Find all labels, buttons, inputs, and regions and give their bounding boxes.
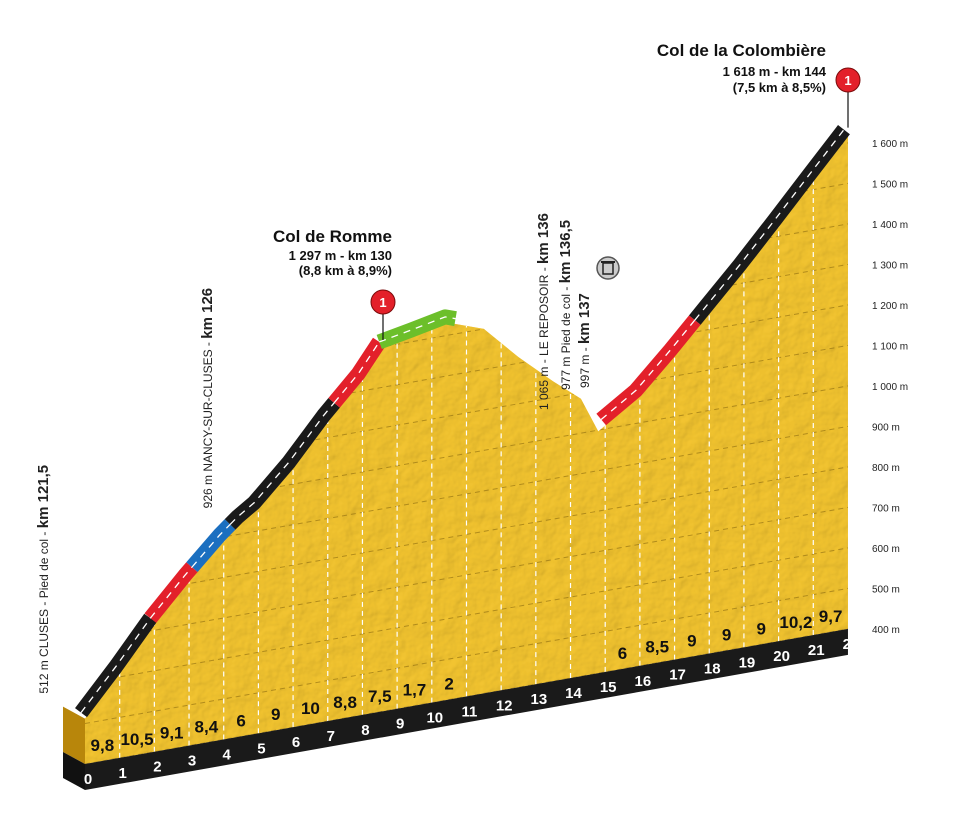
gradient-label: 10,5 — [120, 730, 153, 749]
road-dash-2 — [191, 523, 231, 568]
x-tick-label: 4 — [223, 746, 232, 763]
y-tick-label: 900 m — [872, 422, 900, 433]
x-tick-label: 6 — [292, 734, 300, 751]
y-tick-label: 800 m — [872, 463, 900, 474]
x-tick-label: 2 — [153, 759, 161, 776]
trash-bin-icon — [596, 256, 620, 280]
x-tick-label: 14 — [565, 685, 582, 702]
gradient-label: 9 — [757, 619, 766, 638]
x-tick-label: 20 — [773, 648, 790, 665]
pin-category: 1 — [844, 73, 851, 88]
x-tick-label: 7 — [327, 728, 335, 745]
y-tick-label: 500 m — [872, 584, 900, 595]
x-tick-label: 0 — [84, 771, 92, 788]
summit-stats: (8,8 km à 8,9%) — [299, 263, 392, 278]
summit-name: Col de Romme — [273, 227, 392, 246]
grid-h-1600 — [85, 142, 848, 279]
annotation: 997 m - km 137 — [576, 293, 593, 388]
x-tick-label: 18 — [704, 660, 721, 677]
summit-elevation: 1 297 m - km 130 — [289, 248, 392, 263]
gradient-label: 1,7 — [403, 681, 427, 700]
road-segment-4 — [328, 337, 386, 408]
x-tick-label: 10 — [426, 710, 443, 727]
x-tick-label: 15 — [600, 679, 617, 696]
icon-bg — [596, 256, 620, 280]
y-tick-label: 1 100 m — [872, 341, 908, 352]
gradient-label: 2 — [444, 675, 453, 694]
gradient-label: 6 — [618, 644, 627, 663]
y-tick-label: 600 m — [872, 544, 900, 555]
pin-circle — [370, 289, 396, 315]
gradient-label: 8,4 — [195, 718, 219, 737]
side-face — [63, 706, 85, 764]
x-tick-label: 22 — [843, 636, 860, 653]
y-tick-label: 700 m — [872, 503, 900, 514]
gradient-label: 8,5 — [645, 638, 669, 657]
road-dash-1 — [149, 566, 193, 619]
x-tick-label: 1 — [119, 765, 127, 782]
x-tick-label: 12 — [496, 697, 513, 714]
x-tick-label: 11 — [462, 703, 478, 720]
y-tick-label: 1 000 m — [872, 382, 908, 393]
x-tick-label: 8 — [361, 722, 369, 739]
annotation: 512 m CLUSES - Pied de col - km 121,5 — [35, 465, 52, 694]
road-dash-6 — [600, 319, 696, 421]
road-dash-3 — [229, 402, 335, 525]
gradient-label: 9,1 — [160, 724, 184, 743]
y-tick-label: 400 m — [872, 625, 900, 636]
gradient-label: 9 — [687, 632, 696, 651]
gradient-label: 10 — [301, 699, 320, 718]
x-tick-label: 13 — [530, 691, 547, 708]
gradient-label: 7,5 — [368, 687, 392, 706]
y-tick-label: 1 500 m — [872, 179, 908, 190]
y-tick-label: 1 400 m — [872, 220, 908, 231]
gradient-label: 9,7 — [819, 607, 843, 626]
gradient-label: 10,2 — [779, 613, 812, 632]
y-tick-label: 1 300 m — [872, 260, 908, 271]
pin-circle — [835, 67, 861, 93]
base-band — [85, 628, 848, 790]
y-tick-label: 1 600 m — [872, 139, 908, 150]
pin-category: 1 — [379, 295, 386, 310]
gradient-label: 9 — [271, 705, 280, 724]
x-tick-label: 9 — [396, 716, 404, 733]
x-tick-label: 16 — [635, 673, 652, 690]
gradient-label: 8,8 — [333, 693, 357, 712]
summit-stats: (7,5 km à 8,5%) — [733, 80, 826, 95]
x-tick-label: 21 — [808, 642, 825, 659]
side-base — [63, 752, 85, 790]
gradient-label: 6 — [236, 711, 245, 730]
gradient-label: 9 — [722, 625, 731, 644]
road-dash-7 — [694, 129, 845, 321]
category-1-pin-icon: 1 — [370, 289, 396, 315]
x-tick-label: 17 — [669, 667, 686, 684]
gradient-label: 9,8 — [91, 736, 115, 755]
x-tick-label: 5 — [257, 740, 265, 757]
y-tick-label: 1 200 m — [872, 301, 908, 312]
summit-name: Col de la Colombière — [657, 41, 826, 60]
x-tick-label: 19 — [739, 654, 756, 671]
category-1-pin-icon: 1 — [835, 67, 861, 93]
road-dash-5 — [379, 316, 456, 343]
road-dash-0 — [80, 617, 151, 714]
x-tick-label: 3 — [188, 753, 196, 770]
summit-elevation: 1 618 m - km 144 — [723, 64, 827, 79]
annotation: 926 m NANCY-SUR-CLUSES - km 126 — [199, 288, 216, 508]
annotation: 1 065 m - LE REPOSOIR - km 136 — [535, 213, 552, 410]
annotation: 977 m Pied de col - km 136,5 — [557, 220, 574, 390]
